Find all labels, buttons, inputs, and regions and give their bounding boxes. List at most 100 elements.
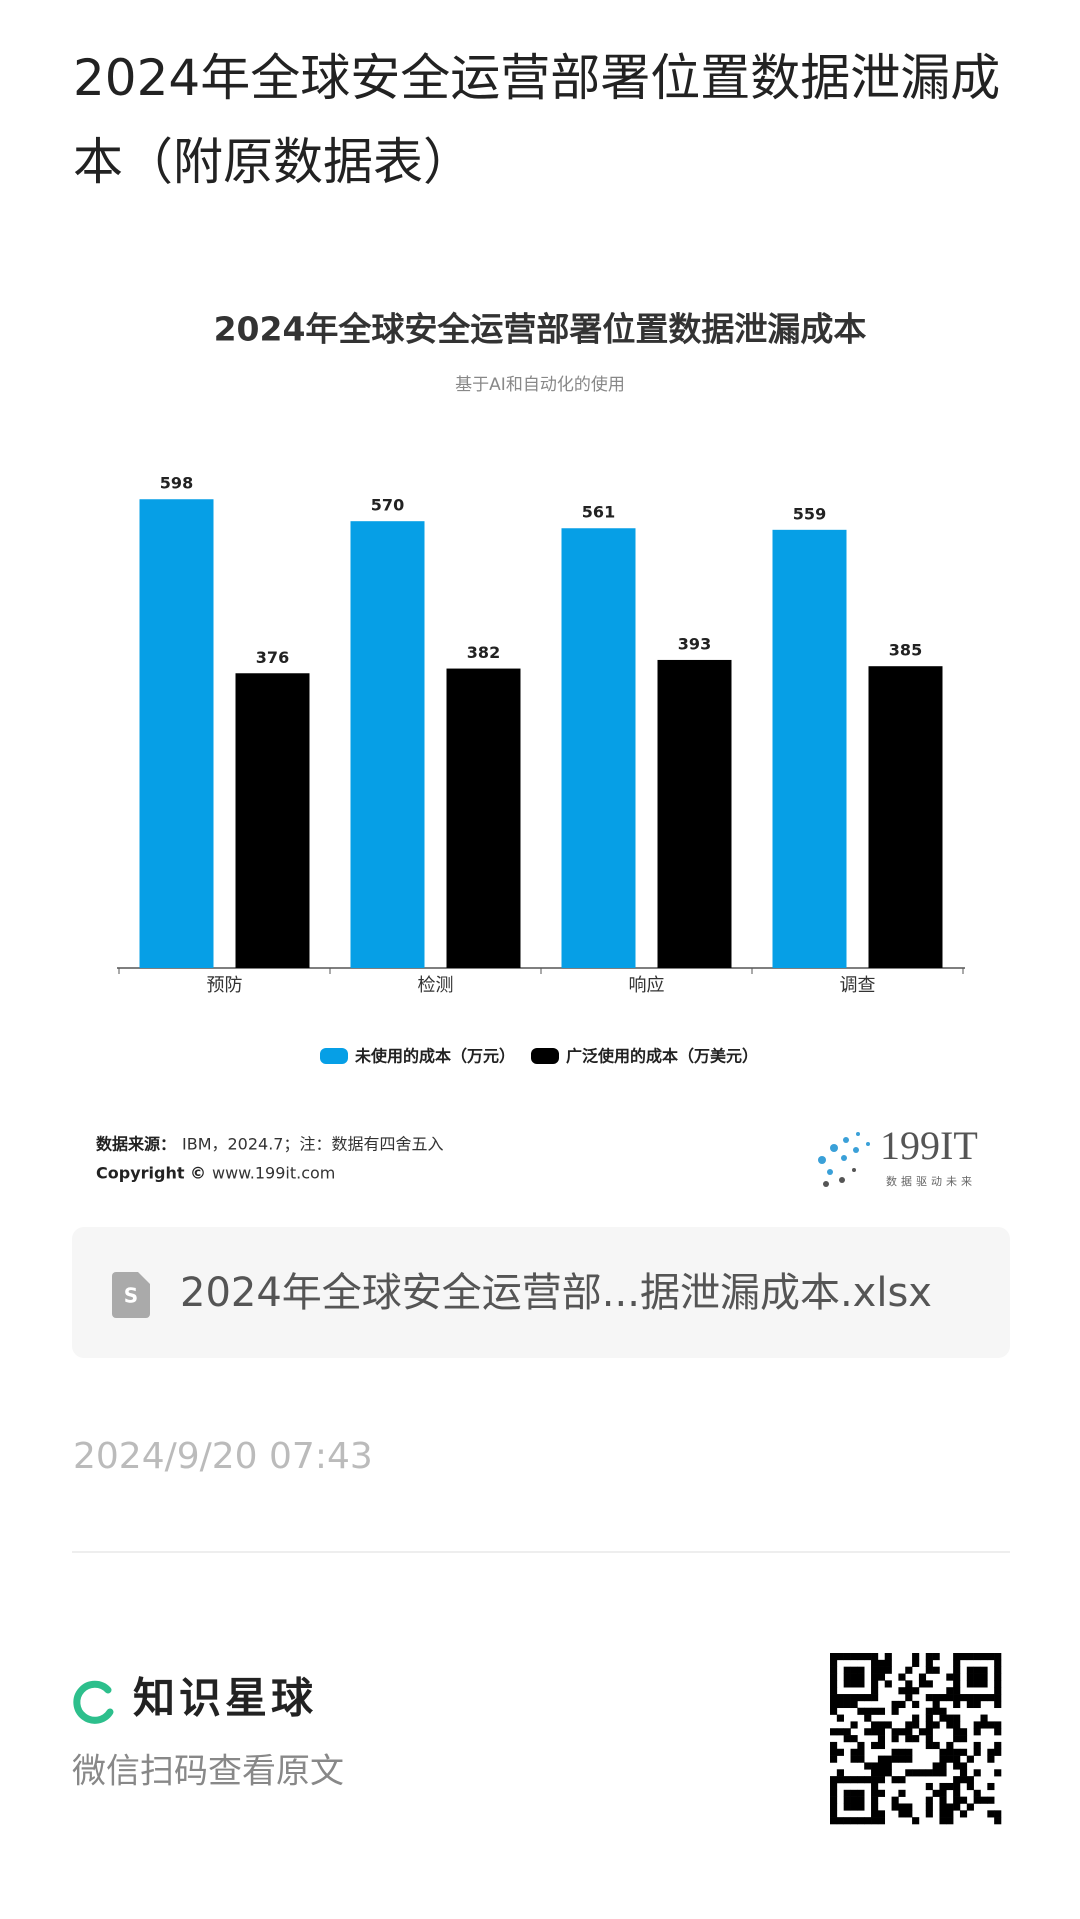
qr-cell [959,1728,968,1736]
qr-cell [953,1789,961,1797]
legend-label: 未使用的成本（万元） [354,1047,515,1066]
qr-cell [939,1714,947,1722]
qr-cell [987,1721,995,1729]
qr-cell [871,1796,879,1804]
qr-cell [830,1810,838,1818]
value-label: 393 [678,634,711,653]
qr-cell [864,1653,872,1661]
qr-cell [994,1700,1002,1709]
qr-cell [830,1741,838,1750]
qr-cell [959,1762,968,1770]
qr-cell [877,1762,886,1770]
legend-swatch [531,1048,559,1064]
qr-cell [877,1817,886,1825]
qr-cell [953,1728,961,1736]
qr-cell [939,1782,947,1791]
qr-cell [939,1810,947,1818]
qr-cell [925,1659,933,1667]
qr-cell [925,1666,933,1674]
qr-cell [898,1700,906,1709]
qr-cell [830,1776,838,1784]
qr-cell [836,1748,844,1756]
qr-cell [850,1653,858,1661]
qr-cell [987,1653,995,1661]
qr-cell [959,1769,968,1777]
qr-cell [905,1810,913,1818]
qr-cell [864,1776,872,1784]
qr-cell [912,1714,920,1722]
chart-subtitle: 基于AI和自动化的使用 [455,374,625,395]
qr-cell [939,1817,947,1825]
qr-cell [884,1755,892,1763]
file-card[interactable] [72,1227,1010,1358]
qr-cell [877,1735,886,1743]
qr-cell [877,1755,886,1763]
qr-cell [918,1769,927,1777]
qr-cell [912,1817,920,1825]
qr-cell [994,1659,1002,1667]
source-label: 数据来源： [96,1135,176,1154]
qr-cell [871,1776,879,1784]
qr-cell [877,1769,886,1777]
qr-cell [884,1762,892,1770]
qr-cell [871,1769,879,1777]
qr-cell [830,1728,838,1736]
qr-cell [994,1694,1002,1702]
qr-code[interactable] [830,1653,1002,1825]
qr-cell [973,1748,981,1756]
qr-cell [973,1769,981,1777]
qr-cell [871,1782,879,1791]
qr-cell [953,1653,961,1661]
bar [350,521,425,968]
qr-cell [871,1803,879,1811]
qr-cell [871,1653,879,1661]
qr-cell [966,1666,974,1674]
qr-cell [850,1789,858,1797]
qr-cell [905,1721,913,1729]
qr-cell [898,1755,906,1763]
qr-cell [987,1748,995,1756]
value-label: 570 [371,496,404,515]
brand-icon [73,1680,114,1724]
qr-cell [994,1769,1002,1777]
qr-cell [830,1673,838,1681]
qr-cell [953,1700,961,1709]
qr-cell [946,1741,954,1750]
qr-cell [932,1707,940,1715]
qr-cell [871,1721,879,1729]
qr-cell [871,1728,879,1736]
bar [235,673,310,968]
qr-cell [843,1796,851,1804]
qr-cell [953,1659,961,1667]
qr-cell [973,1666,981,1674]
source: IBM，2024.7；注：数据有四舍五入 [182,1135,444,1154]
file-name[interactable]: 2024年全球安全运营部...据泄漏成本.xlsx [180,1270,932,1316]
qr-cell [939,1769,947,1777]
qr-cell [939,1796,947,1804]
qr-cell [830,1666,838,1674]
qr-cell [932,1721,940,1729]
qr-cell [946,1803,954,1811]
x-tick-label: 预防 [207,975,243,996]
qr-cell [877,1776,886,1784]
qr-cell [953,1762,961,1770]
qr-cell [925,1796,933,1804]
qr-cell [850,1748,858,1756]
qr-cell [925,1782,933,1791]
qr-cell [864,1817,872,1825]
qr-cell [871,1666,879,1674]
value-label: 376 [256,648,289,667]
qr-cell [864,1694,872,1702]
qr-cell [966,1782,974,1791]
qr-cell [830,1694,838,1702]
qr-cell [843,1735,851,1743]
qr-cell [973,1741,981,1750]
qr-cell [830,1653,838,1661]
qr-cell [932,1741,940,1750]
qr-cell [843,1673,851,1681]
page-title: 2024年全球安全运营部署位置数据泄漏成本（附原数据表） [73,49,1001,191]
qr-cell [953,1748,961,1756]
bar [868,666,943,968]
qr-cell [994,1741,1002,1750]
qr-cell [987,1796,995,1804]
